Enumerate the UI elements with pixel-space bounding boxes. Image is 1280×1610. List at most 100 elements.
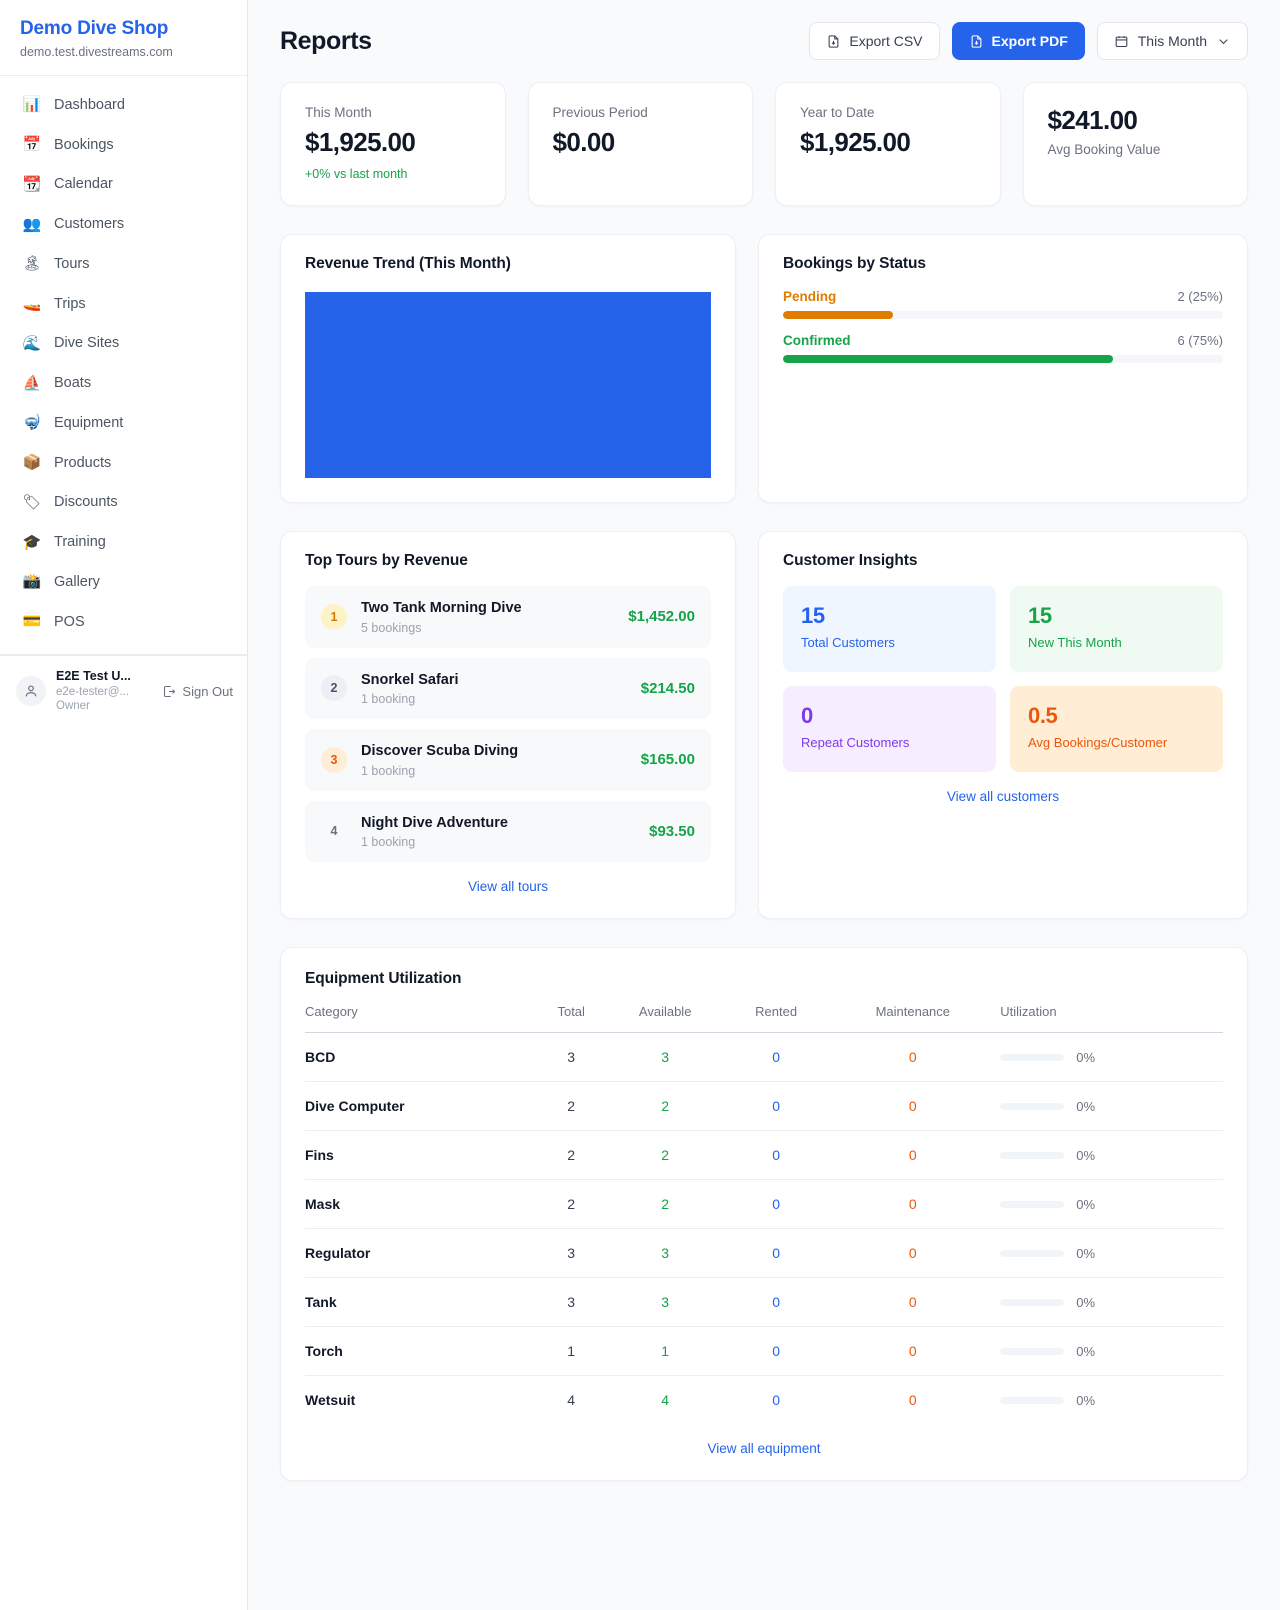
equipment-category: BCD [305,1032,539,1082]
export-pdf-label: Export PDF [991,33,1068,49]
sidebar-item-discounts[interactable]: 🏷 Discounts [0,483,247,523]
stat-card: Year to Date $1,925.00 [775,82,1001,206]
tour-info: Discover Scuba Diving 1 booking [361,742,627,778]
wave-icon: 🌊 [22,334,42,352]
brand-block[interactable]: Demo Dive Shop demo.test.divestreams.com [0,0,247,76]
sidebar-item-calendar[interactable]: 📆 Calendar [0,165,247,205]
sidebar-item-label: Discounts [54,494,118,511]
tour-row[interactable]: 3 Discover Scuba Diving 1 booking $165.00 [305,729,711,791]
utilization-percent: 0% [1076,1245,1096,1261]
view-all-equipment-link[interactable]: View all equipment [707,1441,821,1457]
equipment-available: 3 [603,1228,727,1278]
tour-revenue: $1,452.00 [628,608,695,626]
stat-delta: +0% vs last month [305,167,408,181]
tour-revenue: $214.50 [640,679,695,697]
export-csv-button[interactable]: Export CSV [809,22,940,60]
chevron-down-icon [1219,38,1228,44]
revenue-bar [305,292,711,478]
equipment-category: Regulator [305,1228,539,1278]
calendar-17-icon: 📅 [22,136,42,154]
utilization-wrap: 0% [1000,1344,1223,1359]
sidebar-item-dive-sites[interactable]: 🌊 Dive Sites [0,324,247,364]
sidebar-nav: 📊 Dashboard 📅 Bookings 📆 Calendar 👥 Customers 🏝 T… [0,76,247,647]
sign-out-button[interactable]: Sign Out [160,684,233,699]
sidebar-item-equipment[interactable]: 🤿 Equipment [0,404,247,444]
table-row: BCD 3 3 0 0 0% [305,1032,1223,1082]
calendar-icon: 📆 [22,175,42,193]
utilization-percent: 0% [1076,1294,1096,1310]
sidebar-item-customers[interactable]: 👥 Customers [0,205,247,245]
utilization-track [1000,1102,1065,1110]
tour-row[interactable]: 2 Snorkel Safari 1 booking $214.50 [305,657,711,720]
status-progress-track [783,355,1223,363]
sidebar-item-pos[interactable]: 💳 POS [0,603,247,643]
bookings-status-title: Bookings by Status [783,255,926,272]
sidebar-item-label: Tours [54,255,90,272]
sailboat-icon: ⛵ [22,374,42,392]
column-header: Maintenance [875,1004,951,1020]
sidebar-item-training[interactable]: 🎓 Training [0,523,247,563]
user-email: e2e-tester@... [56,685,130,698]
main-content: Reports Export CSV Export PDF This Month… [248,0,1280,1610]
sidebar-item-label: Training [54,534,106,551]
view-all-equipment-row: View all equipment [305,1440,1223,1458]
sidebar-item-trips[interactable]: 🚤 Trips [0,285,247,325]
utilization-percent: 0% [1076,1343,1096,1359]
tour-revenue: $93.50 [649,822,695,840]
top-tours-list: 1 Two Tank Morning Dive 5 bookings $1,452.0… [305,586,711,863]
tour-row[interactable]: 1 Two Tank Morning Dive 5 bookings $1,452.0… [305,586,711,648]
sidebar-item-products[interactable]: 📦 Products [0,444,247,484]
sidebar-user-row[interactable]: E2E Test U... e2e-tester@... Owner Sign … [0,655,247,727]
utilization-wrap: 0% [1000,1197,1223,1212]
status-name: Pending [783,289,837,304]
status-progress-fill [783,311,893,319]
customer-insights-card: Customer Insights 15 Total Customers 15 New… [758,531,1248,920]
column-header: Total [557,1004,585,1020]
equipment-utilization-cell: 0% [1000,1228,1223,1278]
tour-info: Night Dive Adventure 1 booking [361,814,635,850]
period-select[interactable]: This Month [1096,22,1248,60]
sidebar-item-label: Customers [54,216,125,233]
brand-name: Demo Dive Shop [20,18,169,39]
utilization-wrap: 0% [1000,1393,1223,1408]
utilization-percent: 0% [1076,1392,1096,1408]
equipment-table-body: BCD 3 3 0 0 0% Dive Computer 2 2 0 0 0% Fins 2 2 0 0 0% Ma… [305,1032,1223,1425]
sign-out-label: Sign Out [182,683,233,699]
sidebar-item-boats[interactable]: ⛵ Boats [0,364,247,404]
export-pdf-button[interactable]: Export PDF [951,22,1085,60]
sidebar-item-dashboard[interactable]: 📊 Dashboard [0,86,247,126]
view-all-tours-link[interactable]: View all tours [467,879,549,895]
stat-value: $1,925.00 [305,127,416,157]
revenue-trend-card: Revenue Trend (This Month) [280,234,736,503]
insight-value: 0 [801,703,813,728]
insight-value: 15 [801,603,825,628]
user-icon [25,685,37,697]
insight-value: 15 [1028,603,1052,628]
top-tours-card: Top Tours by Revenue 1 Two Tank Morning D… [280,531,736,920]
diving-mask-icon: 🤿 [22,414,42,432]
tour-rank-badge: 2 [321,675,347,702]
sidebar-item-bookings[interactable]: 📅 Bookings [0,126,247,166]
table-row: Regulator 3 3 0 0 0% [305,1228,1223,1278]
equipment-maintenance: 0 [825,1228,1001,1278]
view-all-customers-link[interactable]: View all customers [946,789,1060,804]
table-row: Tank 3 3 0 0 0% [305,1277,1223,1327]
insight-label: Repeat Customers [801,735,910,750]
sidebar-item-gallery[interactable]: 📸 Gallery [0,563,247,603]
column-header: Rented [755,1004,798,1020]
equipment-utilization-cell: 0% [1000,1326,1223,1376]
equipment-total: 2 [538,1179,604,1229]
sidebar-item-tours[interactable]: 🏝 Tours [0,245,247,285]
tour-row[interactable]: 4 Night Dive Adventure 1 booking $93.50 [305,800,711,863]
revenue-trend-chart [305,292,711,478]
insight-label: Total Customers [801,635,895,650]
stat-value: $241.00 [1047,105,1138,135]
document-download-icon [828,34,839,48]
column-header: Available [638,1004,692,1020]
tour-name: Night Dive Adventure [361,814,508,831]
stat-label: Year to Date [800,105,875,120]
brand-domain: demo.test.divestreams.com [20,44,173,59]
utilization-wrap: 0% [1000,1246,1223,1261]
customer-insights-title: Customer Insights [783,552,918,569]
